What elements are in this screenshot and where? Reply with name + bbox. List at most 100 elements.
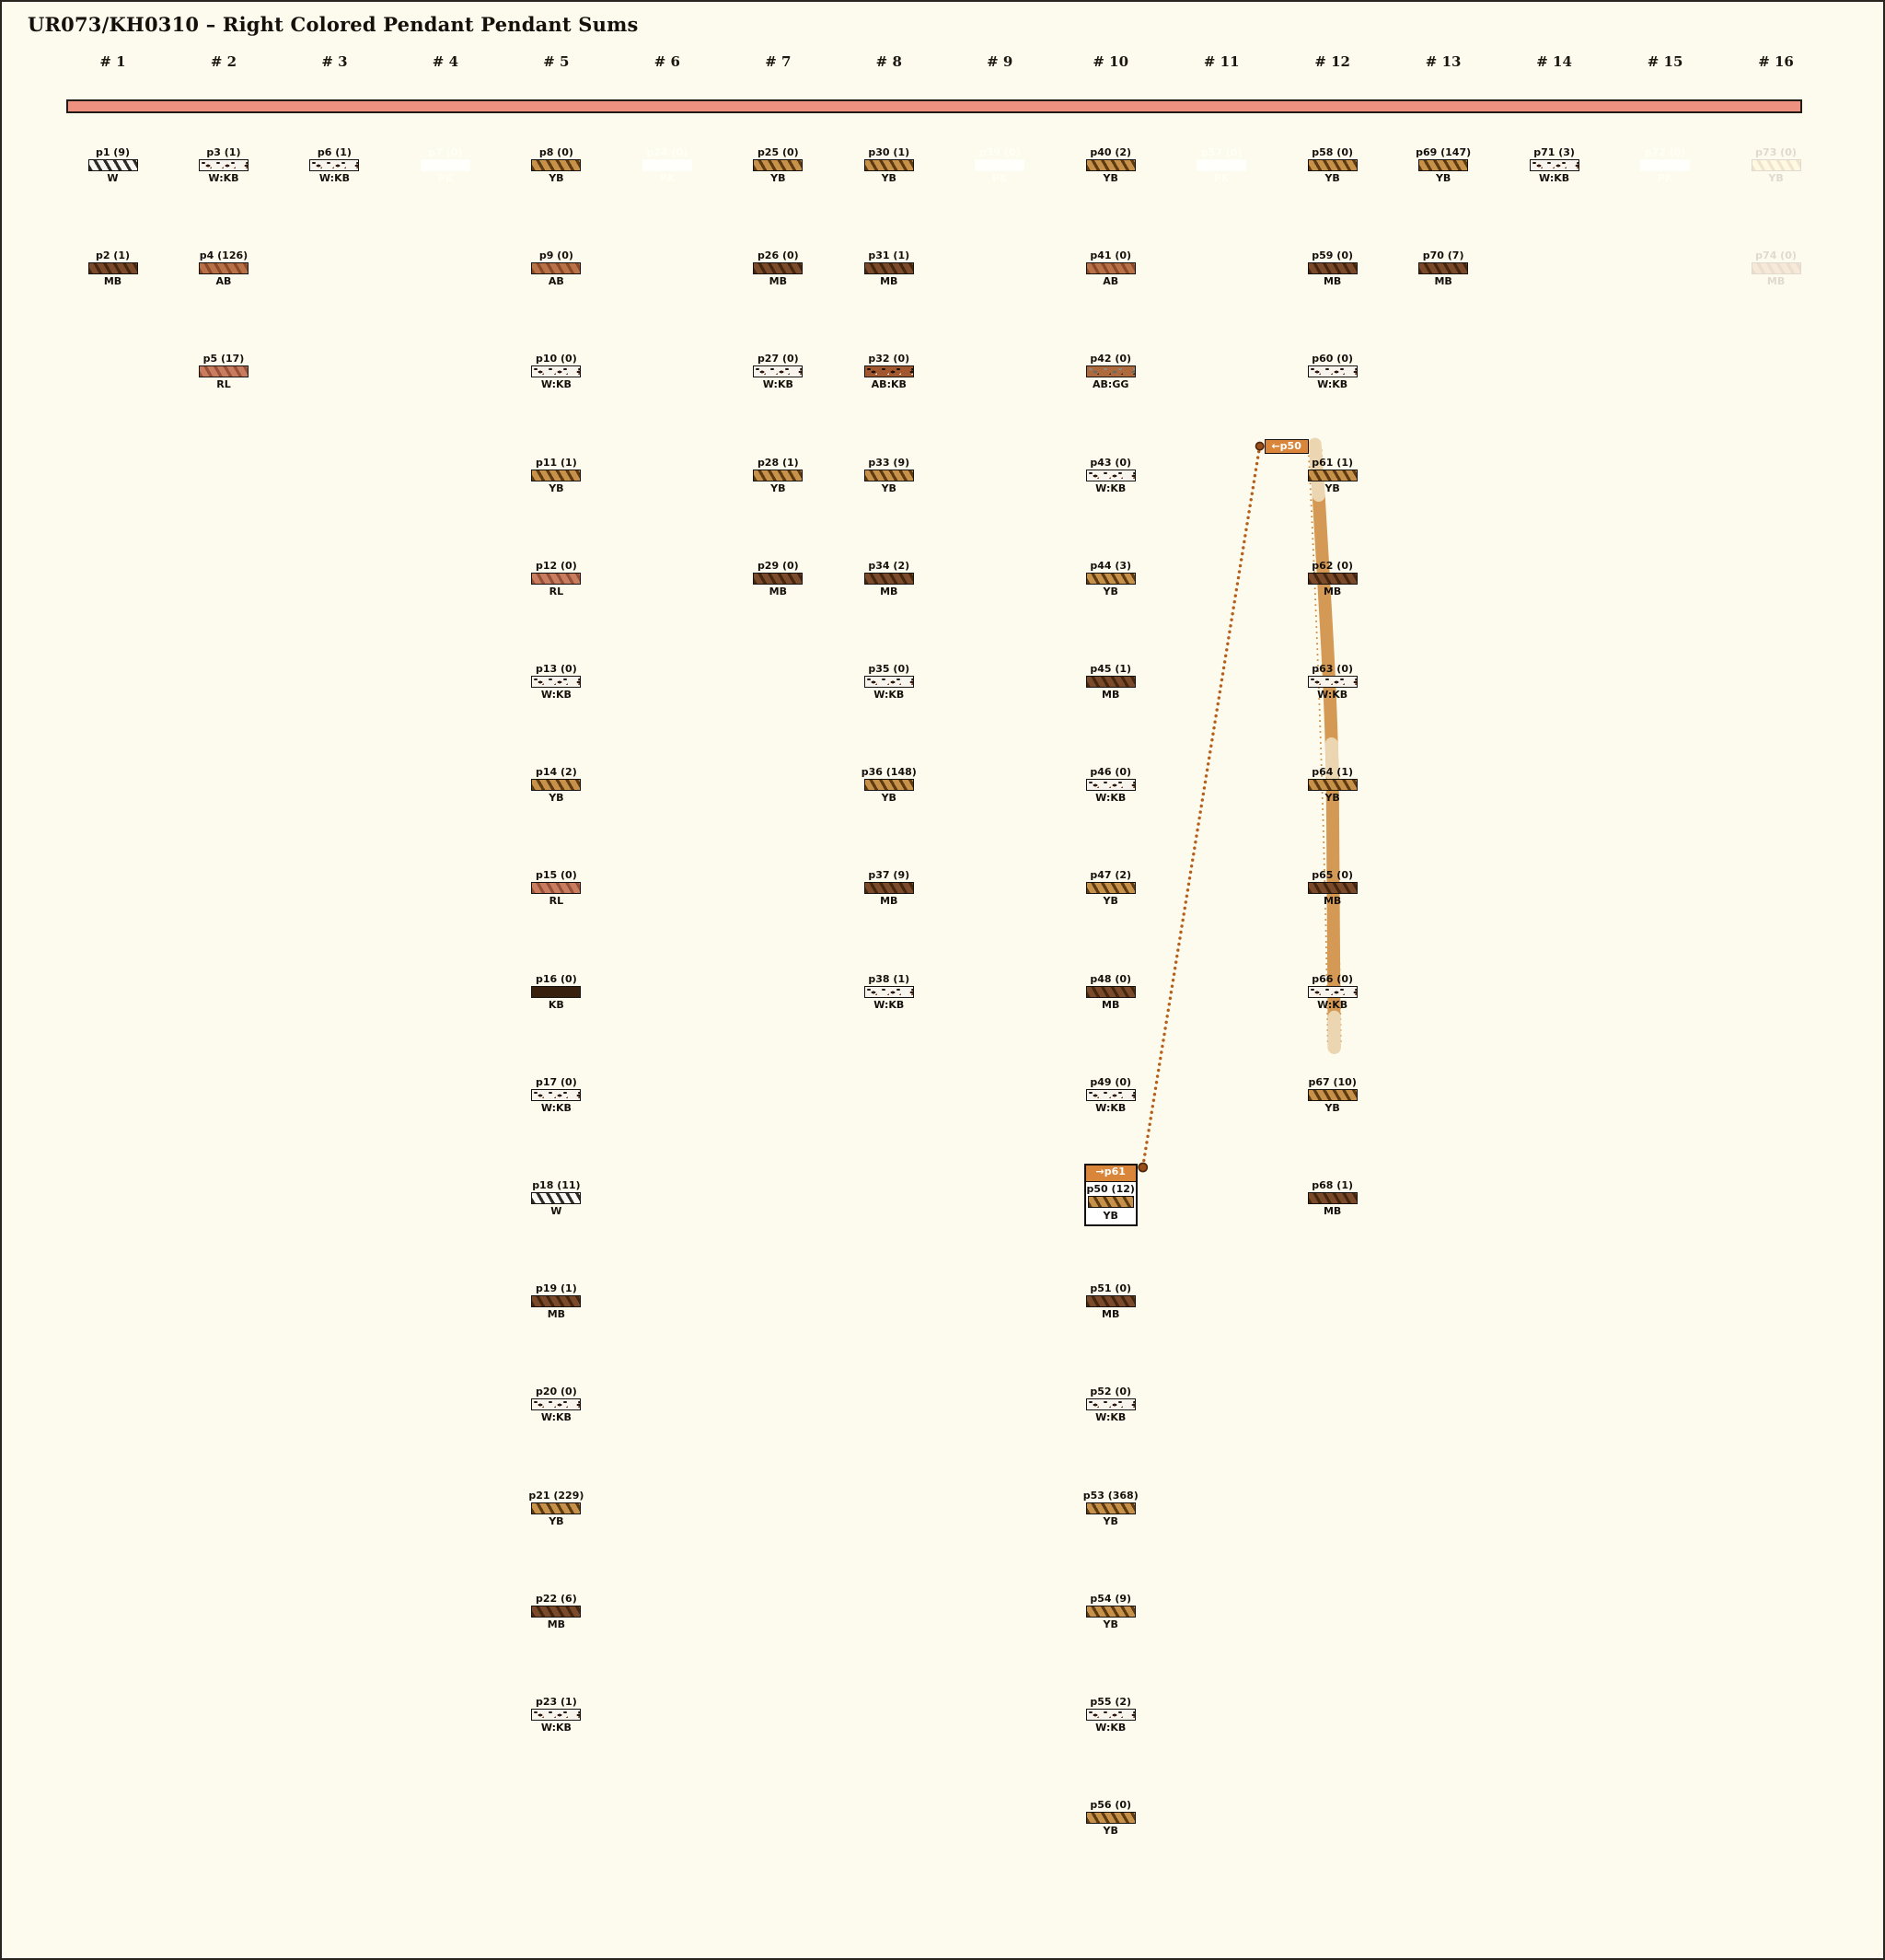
pendant-code: YB xyxy=(1324,792,1340,805)
pendant-item: p8 (0) YB xyxy=(501,146,611,184)
pendant-code: W:KB xyxy=(1539,172,1570,184)
pendant-item: p9 (0) AB xyxy=(501,249,611,287)
pendant-item: p37 (9) MB xyxy=(834,869,944,907)
pendant-item: p74 (0) MB xyxy=(1721,249,1832,287)
pendant-swatch xyxy=(863,159,914,171)
column-header: # 1 xyxy=(99,53,126,70)
pendant-swatch xyxy=(531,365,582,378)
pendant-item: p51 (0) MB xyxy=(1056,1282,1166,1320)
column-header: # 12 xyxy=(1314,53,1350,70)
pendant-swatch xyxy=(863,365,914,378)
pendant-swatch xyxy=(863,779,914,792)
column-header: # 16 xyxy=(1758,53,1794,70)
pendant-label: p72 (0) xyxy=(1644,146,1686,158)
pendant-code: W:KB xyxy=(1095,792,1127,805)
pendant-swatch xyxy=(1307,676,1358,688)
pendant-swatch xyxy=(753,469,804,481)
pendant-code: W:KB xyxy=(540,1411,572,1424)
pendant-label: p37 (9) xyxy=(868,869,910,882)
pendant-item: p60 (0) W:KB xyxy=(1278,353,1388,390)
pendant-code: YB xyxy=(881,172,896,184)
pendant-swatch xyxy=(531,1192,582,1204)
pendant-item: p6 (1) W:KB xyxy=(279,146,389,184)
pendant-label: p47 (2) xyxy=(1090,869,1132,882)
pendant-item: p4 (126) AB xyxy=(168,249,279,287)
pendant-swatch xyxy=(1085,1295,1136,1308)
pendant-item: p63 (0) W:KB xyxy=(1278,663,1388,701)
pendant-label: p6 (1) xyxy=(317,146,352,158)
pendant-swatch xyxy=(1085,985,1136,998)
pendant-item: p35 (0) W:KB xyxy=(834,663,944,701)
pendant-item: p67 (10) YB xyxy=(1278,1076,1388,1114)
pendant-code: YB xyxy=(1768,172,1784,184)
pendant-item: p71 (3) W:KB xyxy=(1499,146,1610,184)
pendant-swatch xyxy=(309,159,360,171)
pendant-item: p24 (0) PK xyxy=(612,146,723,184)
pendant-swatch xyxy=(753,262,804,275)
pendant-label: p71 (3) xyxy=(1533,146,1575,158)
pendant-code: YB xyxy=(770,172,786,184)
pendant-code: W xyxy=(550,1205,562,1217)
pendant-code: MB xyxy=(880,585,898,597)
column-header: # 9 xyxy=(987,53,1013,70)
pendant-code: YB xyxy=(1324,172,1340,184)
pendant-swatch xyxy=(87,262,138,275)
pendant-item: p3 (1) W:KB xyxy=(168,146,279,184)
pendant-item: p26 (0) MB xyxy=(723,249,833,287)
pendant-swatch xyxy=(1307,1192,1358,1204)
pendant-item: p40 (2) YB xyxy=(1056,146,1166,184)
pendant-code: AB xyxy=(1103,275,1119,288)
pendant-item: p59 (0) MB xyxy=(1278,249,1388,287)
column-header: # 14 xyxy=(1536,53,1572,70)
pendant-swatch xyxy=(1085,882,1136,895)
pendant-item: p44 (3) YB xyxy=(1056,560,1166,597)
flow-band-edge xyxy=(1307,449,1329,1042)
pendant-swatch xyxy=(531,882,582,895)
pendant-swatch xyxy=(1307,262,1358,275)
pendant-code: YB xyxy=(1103,1618,1118,1630)
pendant-swatch xyxy=(1418,159,1469,171)
pendant-swatch xyxy=(531,1502,582,1514)
pendant-code: MB xyxy=(547,1308,566,1321)
pendant-swatch xyxy=(975,159,1025,171)
pendant-code: MB xyxy=(1766,275,1786,288)
pendant-label: p38 (1) xyxy=(868,972,910,985)
pendant-item: p61 (1) YB xyxy=(1278,457,1388,494)
pendant-label: p42 (0) xyxy=(1090,353,1132,365)
pendant-code: YB xyxy=(1103,585,1118,597)
pendant-item: p14 (2) YB xyxy=(501,766,611,804)
pendant-code: MB xyxy=(1323,275,1342,288)
pendant-code: MB xyxy=(1102,998,1120,1011)
pendant-swatch xyxy=(863,469,914,481)
pendant-code: AB:GG xyxy=(1093,378,1129,391)
pendant-label: p15 (0) xyxy=(536,869,577,882)
pendant-label: p13 (0) xyxy=(536,663,577,675)
pendant-item: p38 (1) W:KB xyxy=(834,973,944,1011)
pendant-label: p54 (9) xyxy=(1090,1592,1132,1605)
pendant-label: p74 (0) xyxy=(1755,249,1797,262)
pendant-swatch xyxy=(1751,262,1801,275)
pendant-item: p13 (0) W:KB xyxy=(501,663,611,701)
pendant-label: p60 (0) xyxy=(1312,353,1354,365)
pendant-code: MB xyxy=(769,585,787,597)
pendant-item: p62 (0) MB xyxy=(1278,560,1388,597)
pendant-label: p21 (229) xyxy=(528,1489,584,1502)
pendant-item: p5 (17) RL xyxy=(168,353,279,390)
pendant-label: p29 (0) xyxy=(757,559,799,572)
pendant-item: p64 (1) YB xyxy=(1278,766,1388,804)
connector-dot xyxy=(1138,1162,1149,1173)
pendant-label: p5 (17) xyxy=(202,353,245,365)
pendant-swatch xyxy=(1640,159,1691,171)
pendant-label: p3 (1) xyxy=(206,146,241,158)
pendant-item: p65 (0) MB xyxy=(1278,869,1388,907)
pendant-swatch xyxy=(1307,779,1358,792)
pendant-swatch xyxy=(1085,1088,1136,1101)
pendant-label: p67 (10) xyxy=(1308,1075,1357,1088)
pendant-code: YB xyxy=(1103,172,1118,184)
pendant-swatch xyxy=(531,572,582,585)
pendant-swatch xyxy=(1085,159,1136,171)
pendant-swatch xyxy=(531,1295,582,1308)
pendant-code: W xyxy=(107,172,119,184)
pendant-item: p12 (0) RL xyxy=(501,560,611,597)
